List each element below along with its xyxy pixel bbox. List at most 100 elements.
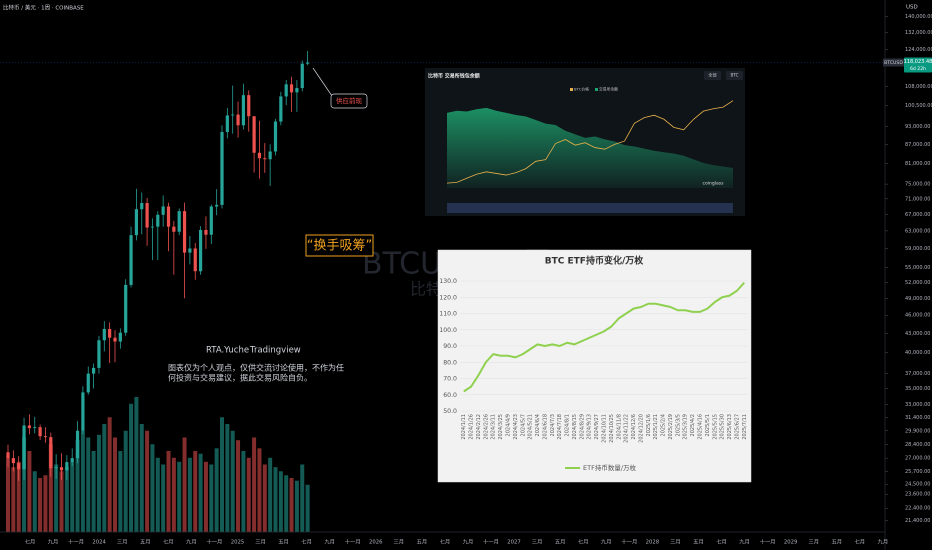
price-tick-label: 37,000.00 — [905, 371, 930, 377]
symbol-tag — [883, 58, 904, 67]
callout-pointer — [312, 67, 333, 97]
etf-y-tick-label: 50.0 — [443, 408, 457, 415]
volume-bar — [16, 461, 21, 532]
etf-x-tick-label: 2024/1/11 — [461, 414, 467, 440]
candle-body — [6, 452, 10, 459]
platform: Tradingview — [249, 346, 301, 356]
candle-body — [279, 96, 283, 122]
time-label: 五月 — [278, 539, 289, 546]
candle-body — [140, 203, 144, 210]
time-label: 2029 — [784, 540, 797, 546]
candle-body — [11, 458, 15, 464]
etf-x-tick-label: 2024/12/6 — [631, 414, 637, 440]
inset-legend-text: 交易所余额 — [599, 87, 618, 92]
candle-body — [306, 62, 310, 64]
volume-bar — [113, 437, 117, 532]
etf-x-tick-label: 2024/2/26 — [483, 414, 489, 440]
etf-y-tick-label: 60.0 — [443, 392, 457, 399]
time-label: 十一月 — [345, 538, 361, 546]
candle-body — [27, 425, 31, 429]
etf-y-tick-label: 120.0 — [439, 294, 457, 301]
volume-bar — [268, 457, 273, 532]
candle-body — [86, 373, 90, 393]
volume-bar — [11, 467, 16, 532]
volume-bar — [241, 451, 246, 532]
price-axis — [885, 0, 932, 550]
volume-bar — [252, 437, 257, 532]
etf-x-tick-label: 2025/5/15 — [712, 414, 718, 440]
time-label: 三月 — [532, 539, 543, 546]
etf-x-tick-label: 2024/6/4 — [535, 414, 541, 436]
candle-body — [215, 204, 219, 207]
callout-text: 供应前现 — [336, 96, 363, 105]
etf-x-tick-label: 2024/9/13 — [587, 414, 593, 440]
time-label: 2025 — [231, 540, 244, 546]
etf-x-tick-label: 2025/3/5 — [675, 414, 681, 436]
candle-body — [59, 467, 64, 471]
candle-body — [209, 206, 213, 235]
volume-bar — [246, 457, 251, 532]
volume-bar — [22, 437, 27, 532]
time-label: 九月 — [186, 538, 197, 546]
volume-bar — [187, 457, 192, 532]
time-label: 五月 — [417, 539, 428, 546]
time-label: 五月 — [140, 539, 151, 546]
inset-button — [704, 71, 721, 80]
candle-body — [273, 121, 278, 152]
time-label: 九月 — [324, 538, 335, 546]
etf-x-tick-label: 2025/2/4 — [661, 414, 667, 436]
symbol-header: 比特币 / 美元 · 1周 · COINBASE — [3, 4, 84, 12]
volume-bar — [230, 430, 235, 532]
candle-body — [252, 116, 256, 153]
time-label: 2028 — [646, 540, 660, 546]
time-label: 三月 — [117, 539, 128, 546]
candle-body — [193, 248, 197, 272]
candle-body — [129, 235, 133, 285]
price-tick-label: 75,000.00 — [905, 182, 930, 188]
time-label: 九月 — [463, 538, 474, 546]
candle-body — [289, 84, 294, 93]
volume-bar — [123, 430, 128, 532]
etf-x-tick-label: 2024/4/9 — [506, 414, 512, 436]
etf-legend-text: ETF持币数量/万枚 — [583, 463, 637, 472]
candle-body — [166, 206, 171, 227]
candle-body — [225, 115, 229, 132]
candle-body — [108, 328, 112, 338]
etf-x-tick-label: 2025/6/27 — [734, 414, 740, 440]
candle-body — [172, 226, 176, 232]
etf-x-tick-label: 2024/11/22 — [624, 414, 630, 443]
candle-body — [241, 95, 245, 126]
volume-bar — [139, 424, 144, 532]
volume-bar — [300, 464, 305, 532]
candle-body — [17, 463, 21, 470]
volume-bar — [236, 440, 241, 532]
etf-x-tick-label: 2024/7/3 — [550, 414, 556, 436]
candle-body — [236, 114, 240, 126]
etf-x-tick-label: 2025/6/13 — [727, 414, 733, 440]
volume-bar — [203, 461, 208, 532]
candle-body — [284, 84, 288, 97]
candle-body — [257, 152, 262, 159]
time-label: 三月 — [393, 539, 404, 546]
price-tick-label: 46,000.00 — [905, 313, 930, 319]
volume-bar — [48, 444, 53, 532]
time-label: 三月 — [808, 539, 819, 546]
time-label: 五月 — [831, 539, 842, 546]
price-tick-label: 108,000.00 — [905, 84, 932, 90]
volume-bar — [43, 475, 48, 532]
candle-body — [38, 427, 42, 437]
etf-x-tick-label: 2025/1/21 — [653, 414, 659, 440]
candle-body — [268, 151, 272, 160]
price-tick-label: 124,000.00 — [905, 47, 932, 53]
inset-navigator — [447, 203, 733, 213]
candle-body — [75, 430, 80, 459]
etf-x-tick-label: 2024/8/15 — [572, 414, 578, 440]
price-tick-label: 21,400.00 — [905, 518, 930, 524]
volume-bar — [171, 457, 176, 532]
price-tick-label: 93,000.00 — [905, 124, 930, 130]
etf-x-tick-label: 2025/2/19 — [668, 414, 674, 440]
time-label: 九月 — [739, 538, 750, 546]
candle-body — [33, 427, 37, 429]
volume-bar — [107, 417, 112, 532]
